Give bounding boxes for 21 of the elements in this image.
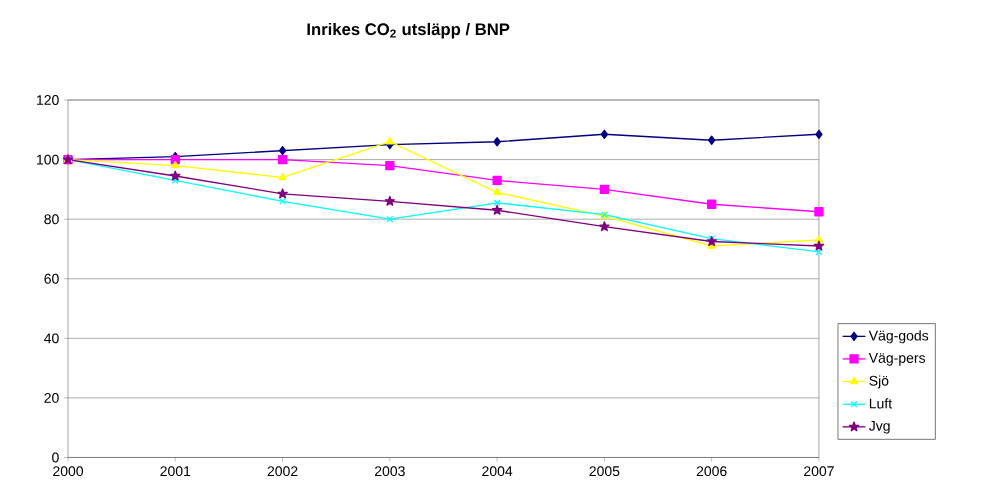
legend-label: Väg-pers xyxy=(868,353,926,366)
x-tick-label: 2004 xyxy=(482,466,513,477)
x-tick-label: 2001 xyxy=(160,466,191,477)
legend-label: Väg-gods xyxy=(868,330,929,344)
y-tick-label: 0 xyxy=(52,452,59,463)
x-tick-label: 2006 xyxy=(696,466,727,477)
y-tick-label: 100 xyxy=(37,154,59,165)
legend-label: Sjö xyxy=(869,375,889,389)
legend-label: Luft xyxy=(869,398,892,409)
y-tick-label: 80 xyxy=(44,214,59,225)
x-tick-label: 2007 xyxy=(804,466,834,477)
y-tick-label: 20 xyxy=(44,393,59,403)
x-tick-label: 2000 xyxy=(53,466,84,477)
y-tick-label: 40 xyxy=(44,333,59,344)
y-tick-label: 60 xyxy=(44,273,59,284)
legend-label: Jvg xyxy=(868,421,890,434)
chart-title: Inrikes CO$_{2}$ utsläpp / BNP xyxy=(307,22,510,39)
y-tick-label: 120 xyxy=(37,95,59,106)
x-tick-label: 2003 xyxy=(374,466,405,477)
x-tick-label: 2002 xyxy=(267,466,298,477)
x-tick-label: 2005 xyxy=(589,466,620,477)
